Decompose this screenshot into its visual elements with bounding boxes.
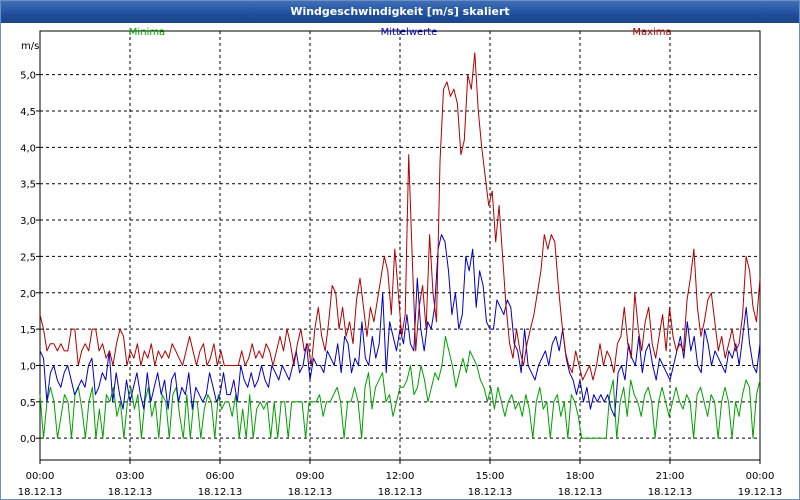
window-title: Windgeschwindigkeit [m/s] skaliert xyxy=(1,1,799,23)
x-tick-date: 18.12.13 xyxy=(198,487,243,498)
y-tick-label: 2,0 xyxy=(20,289,36,300)
y-tick-label: 4,5 xyxy=(20,107,36,118)
series-lines xyxy=(39,52,761,439)
x-tick-date: 18.12.13 xyxy=(648,487,693,498)
x-tick-time: 06:00 xyxy=(206,471,235,482)
legend-mittelwerte: Mittelwerte xyxy=(381,27,438,38)
x-tick-date: 18.12.13 xyxy=(558,487,603,498)
series-line-mittelwerte xyxy=(39,234,761,417)
x-tick-time: 18:00 xyxy=(566,471,595,482)
y-tick-label: 2,5 xyxy=(20,252,36,263)
y-axis-label: m/s xyxy=(21,41,39,52)
plot-frame xyxy=(39,30,761,461)
series-line-minima xyxy=(39,335,761,439)
y-tick-label: 0,0 xyxy=(20,434,36,445)
x-tick-date: 19.12.13 xyxy=(738,487,783,498)
x-tick-time: 00:00 xyxy=(26,471,55,482)
x-tick-date: 18.12.13 xyxy=(288,487,333,498)
legend-maxima: Maxima xyxy=(632,27,671,38)
grid-lines xyxy=(40,31,760,460)
y-tick-label: 1,0 xyxy=(20,361,36,372)
x-tick-time: 21:00 xyxy=(656,471,685,482)
x-tick-date: 18.12.13 xyxy=(18,487,63,498)
x-tick-time: 03:00 xyxy=(116,471,145,482)
x-tick-time: 12:00 xyxy=(386,471,415,482)
x-tick-time: 09:00 xyxy=(296,471,325,482)
y-tick-label: 4,0 xyxy=(20,143,36,154)
x-tick-date: 18.12.13 xyxy=(468,487,513,498)
x-tick-date: 18.12.13 xyxy=(378,487,423,498)
y-tick-label: 3,5 xyxy=(20,180,36,191)
series-line-maxima xyxy=(39,52,761,381)
y-tick-label: 1,5 xyxy=(20,325,36,336)
y-tick-label: 5,0 xyxy=(20,71,36,82)
y-axis-ticks: 0,0 0,5 1,0 1,5 2,0 2,5 3,0 3,5 4,0 4,5 5,0 xyxy=(20,71,40,445)
x-axis-ticks: 00:00 18.12.13 03:00 18.12.13 06:00 18.12.13 0… xyxy=(18,460,783,498)
x-tick-time: 00:00 xyxy=(746,471,775,482)
x-tick-date: 18.12.13 xyxy=(108,487,153,498)
y-tick-label: 3,0 xyxy=(20,216,36,227)
legend-minima: Minima xyxy=(129,27,165,38)
y-tick-label: 0,5 xyxy=(20,398,36,409)
x-tick-time: 15:00 xyxy=(476,471,505,482)
